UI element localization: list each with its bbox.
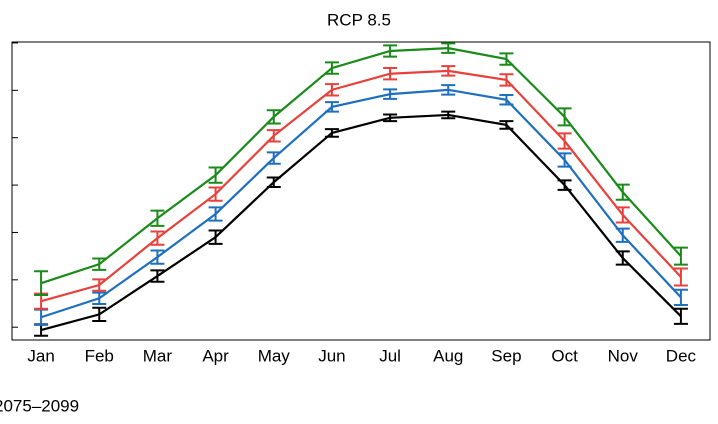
error-bar: [92, 306, 107, 323]
x-tick-label: Jan: [27, 346, 54, 365]
x-tick-label: Oct: [551, 346, 578, 365]
x-tick-label: Dec: [666, 346, 697, 365]
error-bar: [324, 128, 339, 138]
error-bar: [383, 67, 398, 81]
error-bar: [266, 151, 281, 165]
error-bar: [615, 250, 630, 266]
error-bar: [266, 176, 281, 188]
x-tick-label: Jun: [318, 346, 345, 365]
error-bar: [673, 288, 688, 306]
x-tick-label: Nov: [608, 346, 639, 365]
error-bar: [324, 101, 339, 113]
error-bar: [324, 83, 339, 97]
error-bar: [150, 249, 165, 265]
error-bar: [615, 183, 630, 201]
series-line: [40, 69, 682, 303]
series-line: [40, 113, 682, 332]
error-bar: [557, 107, 572, 127]
x-tick-label: Apr: [202, 346, 229, 365]
error-bar: [92, 278, 107, 292]
error-bar: [208, 206, 223, 222]
error-bar: [499, 94, 514, 106]
error-bar: [150, 269, 165, 283]
footnote: 2075–2099: [0, 396, 79, 415]
x-tick-label: Feb: [85, 346, 114, 365]
error-bar: [208, 229, 223, 245]
error-bar: [615, 227, 630, 243]
error-bar: [673, 246, 688, 266]
error-bar: [499, 73, 514, 87]
plot-frame: [11, 41, 711, 341]
error-bar: [499, 120, 514, 130]
error-bar: [557, 152, 572, 168]
error-bar: [673, 267, 688, 287]
error-bar: [34, 323, 49, 337]
error-bar: [383, 113, 398, 123]
error-bar: [150, 209, 165, 227]
chart-title: RCP 8.5: [327, 10, 391, 29]
error-bar: [266, 129, 281, 143]
x-tick-label: Jul: [379, 346, 401, 365]
x-tick-label: Aug: [433, 346, 463, 365]
series-line: [40, 47, 682, 285]
error-bar: [557, 179, 572, 191]
error-bar: [208, 186, 223, 202]
error-bar: [34, 270, 49, 296]
error-bar: [615, 206, 630, 224]
error-bar: [324, 61, 339, 75]
series-line: [40, 88, 682, 319]
error-bar: [92, 291, 107, 305]
error-bar: [266, 109, 281, 125]
error-bar: [92, 257, 107, 271]
error-bar: [673, 307, 688, 325]
error-bar: [557, 132, 572, 150]
error-bar: [499, 52, 514, 66]
error-bar: [441, 42, 456, 54]
error-bar: [441, 84, 456, 96]
x-tick-label: Mar: [143, 346, 173, 365]
x-tick-label: Sep: [491, 346, 521, 365]
error-bar: [150, 230, 165, 246]
error-bar: [441, 110, 456, 120]
error-bar: [441, 65, 456, 77]
x-tick-label: May: [258, 346, 291, 365]
error-bar: [383, 44, 398, 58]
error-bar: [34, 308, 49, 326]
error-bar: [383, 88, 398, 100]
error-bar: [208, 166, 223, 184]
